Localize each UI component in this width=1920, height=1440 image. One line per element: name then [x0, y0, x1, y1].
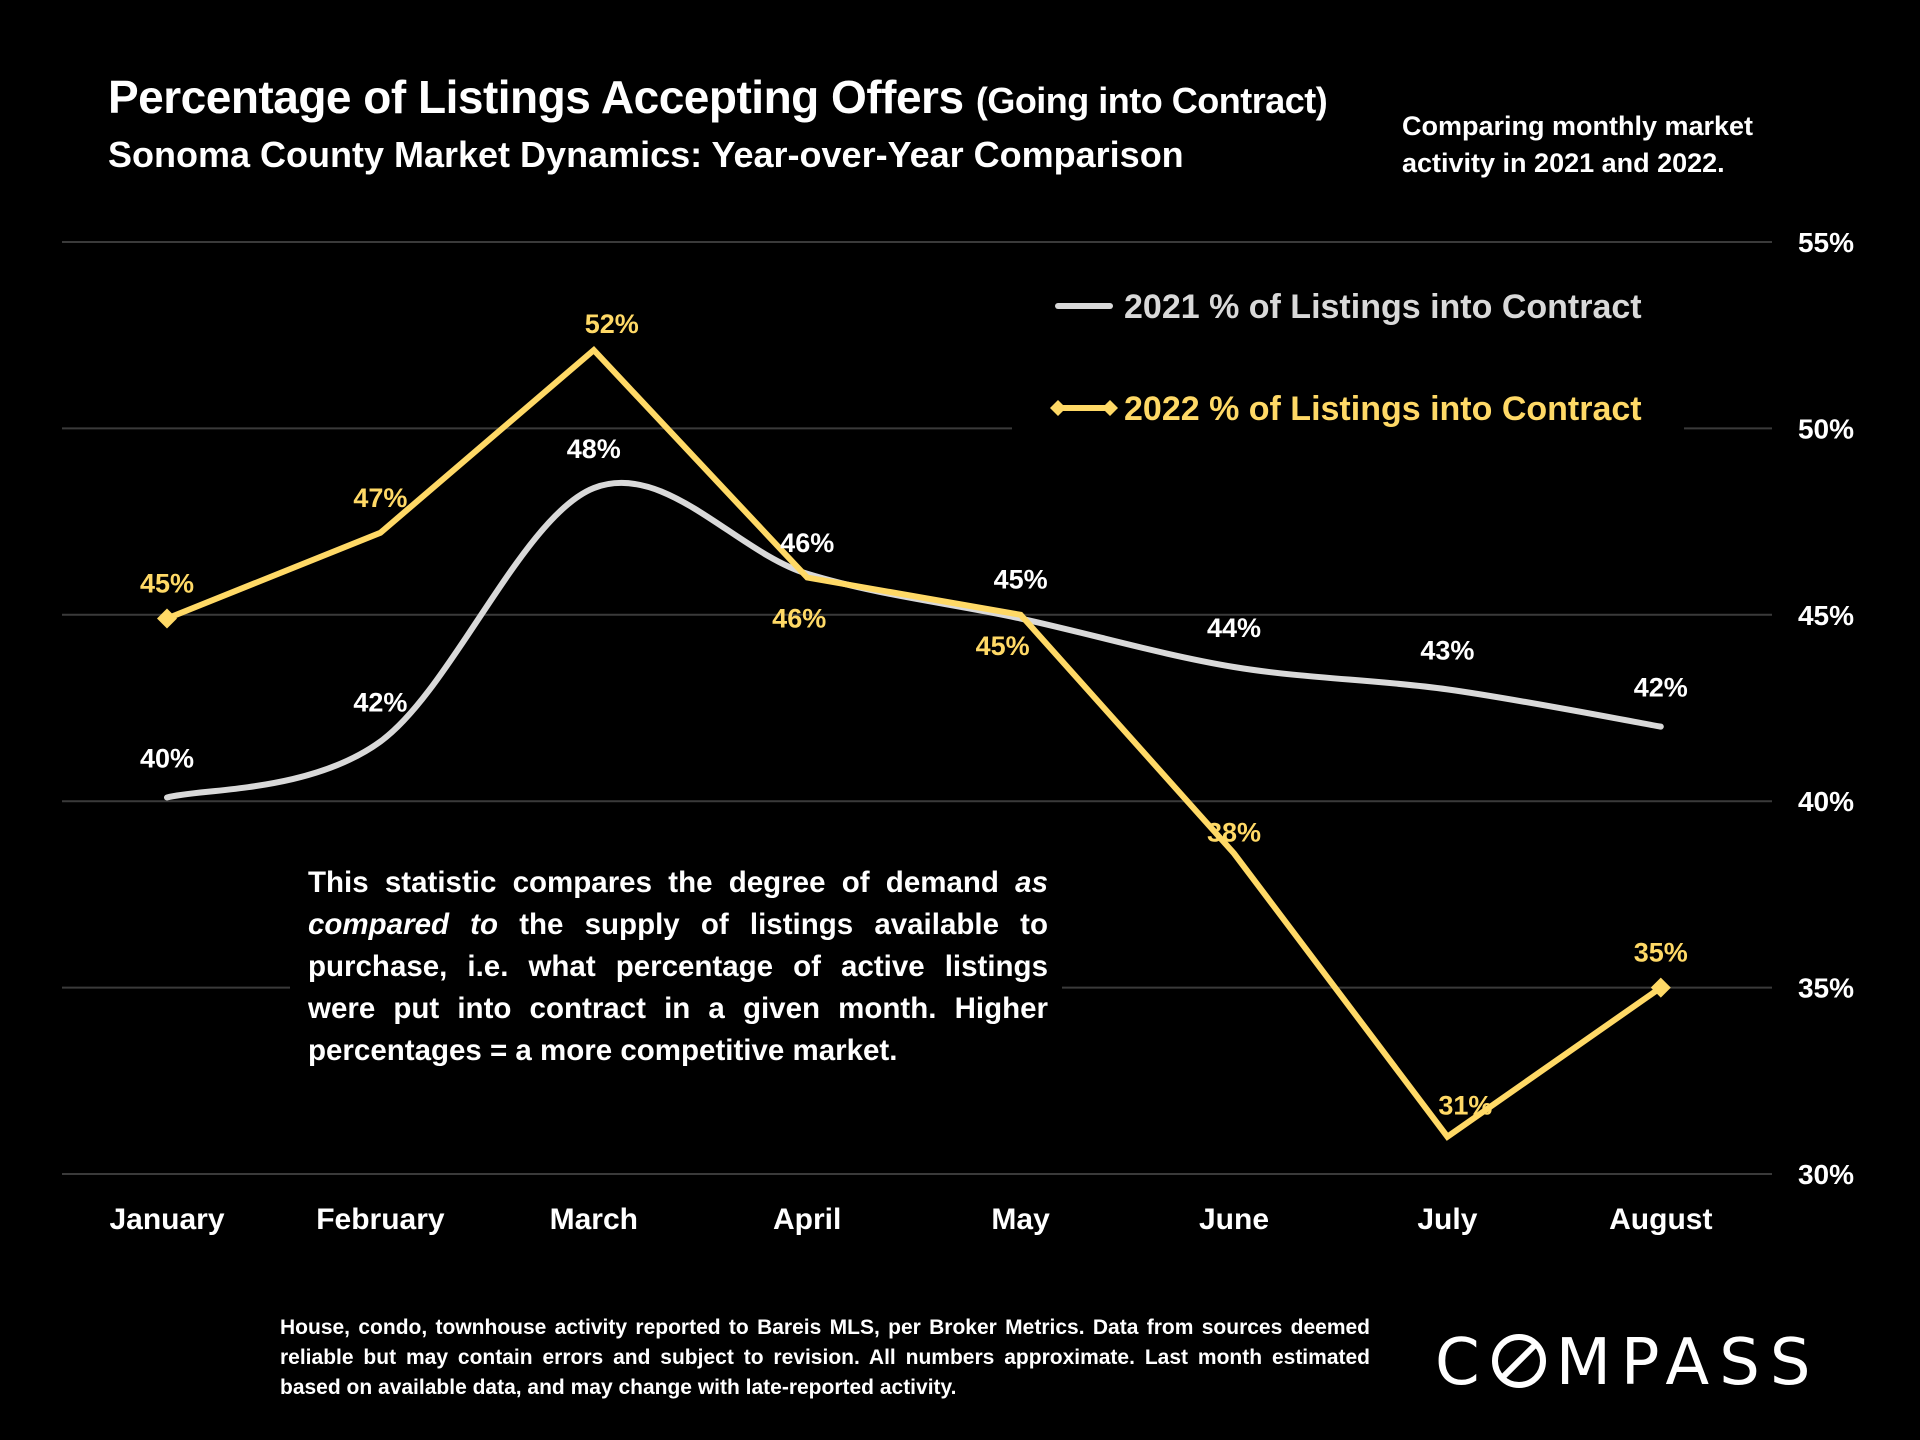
- explanation-background: [290, 856, 1062, 1074]
- data-label-2021: 40%: [140, 743, 194, 773]
- side-note: Comparing monthly market activity in 202…: [1402, 111, 1754, 178]
- data-label-2022: 35%: [1634, 938, 1688, 968]
- legend-2022-label: 2022 % of Listings into Contract: [1124, 390, 1642, 428]
- data-label-2021: 48%: [567, 434, 621, 464]
- data-label-2021: 42%: [1634, 673, 1688, 703]
- x-tick-label: May: [991, 1203, 1050, 1236]
- explanation-emphasis: as compared to: [308, 866, 1048, 941]
- legend-2022-marker: [1050, 400, 1066, 416]
- data-label-2022: 45%: [140, 569, 194, 599]
- series-2022-point: [1650, 977, 1671, 998]
- y-tick-label: 55%: [1798, 227, 1854, 258]
- logo-text-right: MPASS: [1555, 1326, 1821, 1400]
- chart-subtitle: Sonoma County Market Dynamics: Year-over…: [108, 134, 1184, 175]
- x-tick-label: June: [1199, 1203, 1269, 1236]
- y-tick-label: 50%: [1798, 413, 1854, 444]
- x-tick-label: January: [109, 1203, 224, 1236]
- chart-title-main: Percentage of Listings Accepting Offers: [108, 71, 964, 123]
- data-label-2021: 46%: [780, 528, 834, 558]
- explanation-part2: the supply of listings available to purc…: [308, 908, 1048, 1067]
- legend-2021-label: 2021 % of Listings into Contract: [1124, 288, 1642, 326]
- x-tick-label: July: [1417, 1203, 1477, 1236]
- explanation-part1: This statistic compares the degree of de…: [308, 866, 1016, 899]
- y-tick-label: 30%: [1798, 1159, 1854, 1190]
- series-2022-line: [165, 345, 1663, 1141]
- y-tick-label: 45%: [1798, 600, 1854, 631]
- data-label-2022: 31%: [1438, 1091, 1492, 1121]
- data-label-2022: 47%: [353, 483, 407, 513]
- data-label-2021: 42%: [353, 688, 407, 718]
- x-tick-label: March: [550, 1203, 638, 1236]
- y-tick-label: 40%: [1798, 786, 1854, 817]
- compass-logo: C MPASS: [1435, 1326, 1820, 1400]
- data-label-2022: 46%: [772, 604, 826, 634]
- legend-2022-marker: [1102, 400, 1118, 416]
- data-label-2021: 45%: [994, 565, 1048, 595]
- logo-text-left: C: [1435, 1326, 1490, 1400]
- series-2022-point: [157, 608, 177, 629]
- y-tick-label: 35%: [1798, 973, 1854, 1004]
- x-tick-label: February: [316, 1203, 445, 1236]
- logo-o-icon: [1491, 1334, 1546, 1388]
- explanation-text: This statistic compares the degree of de…: [308, 862, 1048, 1072]
- data-label-2022: 45%: [976, 631, 1030, 661]
- chart-title-paren: (Going into Contract): [975, 80, 1328, 121]
- chart-title: Percentage of Listings Accepting Offers …: [108, 70, 1328, 124]
- data-label-2021: 44%: [1207, 613, 1261, 643]
- x-tick-label: August: [1609, 1203, 1712, 1236]
- data-label-2022: 52%: [585, 309, 639, 339]
- x-tick-label: April: [773, 1203, 841, 1236]
- footer-disclaimer: House, condo, townhouse activity reporte…: [280, 1316, 1370, 1399]
- data-label-2021: 43%: [1420, 635, 1474, 665]
- data-label-2022: 38%: [1207, 817, 1261, 847]
- legend-background: [1012, 272, 1684, 442]
